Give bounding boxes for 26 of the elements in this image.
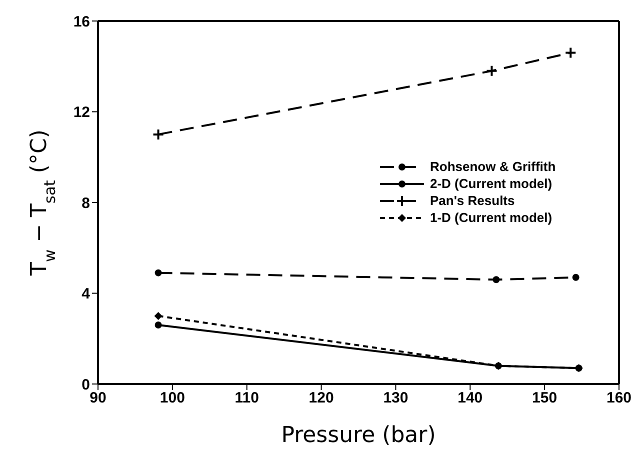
x-tick-label: 100 [160, 390, 185, 407]
point [154, 312, 162, 320]
legend-label: 1-D (Current model) [430, 210, 552, 225]
point [564, 46, 577, 59]
x-tick-label: 110 [234, 390, 259, 407]
x-tick-label: 160 [606, 390, 632, 407]
x-tick-label: 90 [90, 390, 106, 407]
x-tick-label: 140 [458, 390, 483, 407]
y-tick-label: 4 [82, 286, 91, 303]
point [154, 269, 162, 276]
point [492, 276, 500, 284]
point [486, 64, 498, 77]
legend-label: Rohsenow & Griffith [430, 159, 556, 174]
y-tick-label: 0 [82, 376, 90, 394]
legend-label: 2-D (Current model) [430, 176, 552, 191]
y-tick-label: 8 [82, 194, 90, 212]
y-tick-label: 12 [73, 104, 90, 122]
point [572, 274, 580, 281]
legend-label: Pan's Results [430, 193, 515, 208]
point [154, 322, 162, 329]
x-tick-label: 120 [308, 390, 334, 407]
x-tick-label: 130 [383, 390, 408, 407]
x-tick-label: 150 [532, 390, 558, 407]
x-axis-title: Pressure (bar) [281, 423, 436, 448]
y-tick-label: 16 [73, 13, 90, 30]
point [152, 128, 164, 140]
